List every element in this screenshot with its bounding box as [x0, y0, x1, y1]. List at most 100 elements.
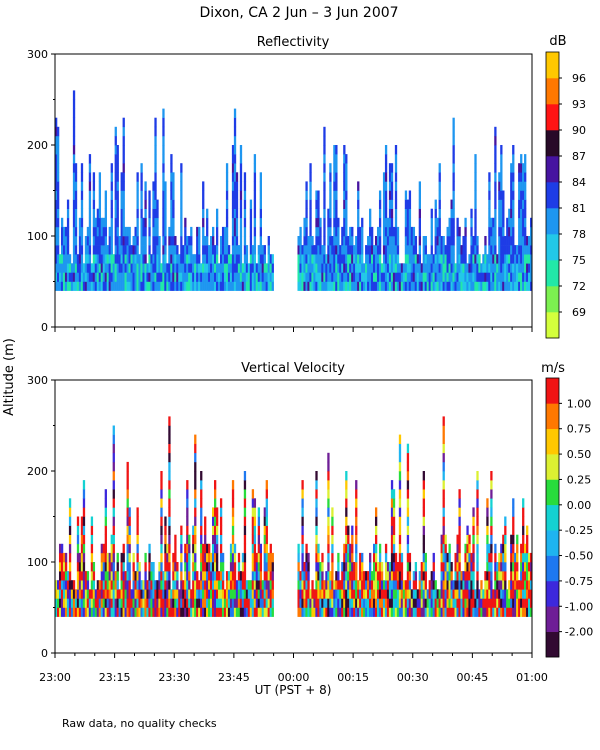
data-cell	[510, 571, 513, 581]
data-cell	[84, 263, 88, 273]
data-cell	[253, 236, 257, 246]
data-cell	[72, 117, 76, 128]
data-cell	[162, 226, 165, 237]
data-cell	[317, 607, 320, 617]
data-cell	[526, 607, 529, 617]
data-cell	[162, 135, 165, 146]
data-cell	[55, 172, 58, 182]
data-cell	[506, 245, 509, 255]
data-cell	[176, 254, 179, 264]
data-cell	[259, 172, 262, 182]
data-cell	[380, 580, 384, 590]
data-cell	[120, 217, 123, 228]
data-cell	[480, 272, 483, 282]
data-cell	[170, 208, 173, 219]
data-cell	[345, 272, 348, 282]
data-cell	[194, 434, 197, 444]
data-cell	[215, 580, 219, 590]
data-cell	[522, 190, 525, 200]
data-cell	[235, 190, 239, 200]
data-cell	[530, 226, 533, 237]
data-cell	[214, 552, 217, 563]
data-cell	[106, 281, 109, 291]
data-cell	[55, 117, 58, 128]
data-cell	[323, 272, 326, 282]
data-cell	[506, 236, 509, 246]
colorbar-swatch	[546, 182, 559, 209]
data-cell	[269, 254, 272, 264]
data-cell	[156, 580, 159, 590]
data-cell	[476, 245, 479, 255]
data-cell	[422, 543, 425, 554]
data-cell	[396, 226, 400, 237]
data-cell	[212, 245, 215, 255]
data-cell	[355, 272, 358, 282]
data-cell	[170, 598, 173, 608]
data-cell	[186, 272, 189, 282]
data-cell	[404, 190, 408, 200]
data-cell	[233, 190, 237, 200]
data-cell	[416, 598, 420, 608]
data-cell	[392, 226, 396, 237]
data-cell	[331, 507, 334, 517]
data-cell	[78, 254, 82, 264]
data-cell	[186, 580, 189, 590]
data-cell	[239, 163, 243, 173]
data-cell	[190, 236, 193, 246]
data-cell	[221, 263, 225, 273]
data-cell	[194, 525, 197, 535]
data-cell	[301, 272, 304, 282]
data-cell	[464, 598, 467, 608]
data-cell	[221, 552, 225, 563]
data-cell	[182, 580, 185, 590]
data-cell	[524, 607, 527, 617]
data-cell	[450, 272, 453, 282]
data-cell	[132, 607, 135, 617]
data-cell	[464, 543, 467, 554]
data-cell	[444, 598, 447, 608]
data-cell	[186, 498, 189, 508]
data-cell	[309, 607, 312, 617]
data-cell	[243, 217, 247, 228]
data-cell	[251, 552, 255, 563]
data-cell	[98, 281, 102, 291]
data-cell	[76, 525, 80, 535]
data-cell	[343, 190, 346, 200]
data-cell	[164, 245, 167, 255]
data-cell	[188, 281, 191, 291]
data-cell	[373, 263, 376, 273]
data-cell	[480, 580, 483, 590]
velocity-data-cells	[55, 416, 533, 617]
data-cell	[353, 254, 356, 264]
data-cell	[355, 498, 358, 508]
data-cell	[126, 498, 129, 508]
data-cell	[349, 543, 352, 554]
data-cell	[472, 245, 475, 255]
data-cell	[128, 543, 131, 554]
data-cell	[408, 208, 412, 219]
data-cell	[104, 562, 107, 572]
data-cell	[480, 281, 483, 291]
data-cell	[349, 272, 352, 282]
data-cell	[490, 498, 493, 508]
data-cell	[315, 471, 318, 481]
data-cell	[68, 552, 72, 563]
data-cell	[390, 245, 394, 255]
data-cell	[371, 263, 374, 273]
data-cell	[299, 589, 302, 599]
data-cell	[225, 226, 229, 237]
data-cell	[172, 181, 175, 191]
data-cell	[484, 245, 487, 255]
data-cell	[227, 281, 231, 291]
data-cell	[442, 525, 445, 535]
data-cell	[204, 254, 207, 264]
data-cell	[378, 543, 382, 554]
data-cell	[86, 272, 90, 282]
data-cell	[327, 272, 330, 282]
data-cell	[120, 562, 123, 572]
data-cell	[406, 562, 410, 572]
data-cell	[56, 208, 60, 219]
data-cell	[56, 135, 60, 146]
data-cell	[530, 245, 533, 255]
data-cell	[188, 562, 191, 572]
